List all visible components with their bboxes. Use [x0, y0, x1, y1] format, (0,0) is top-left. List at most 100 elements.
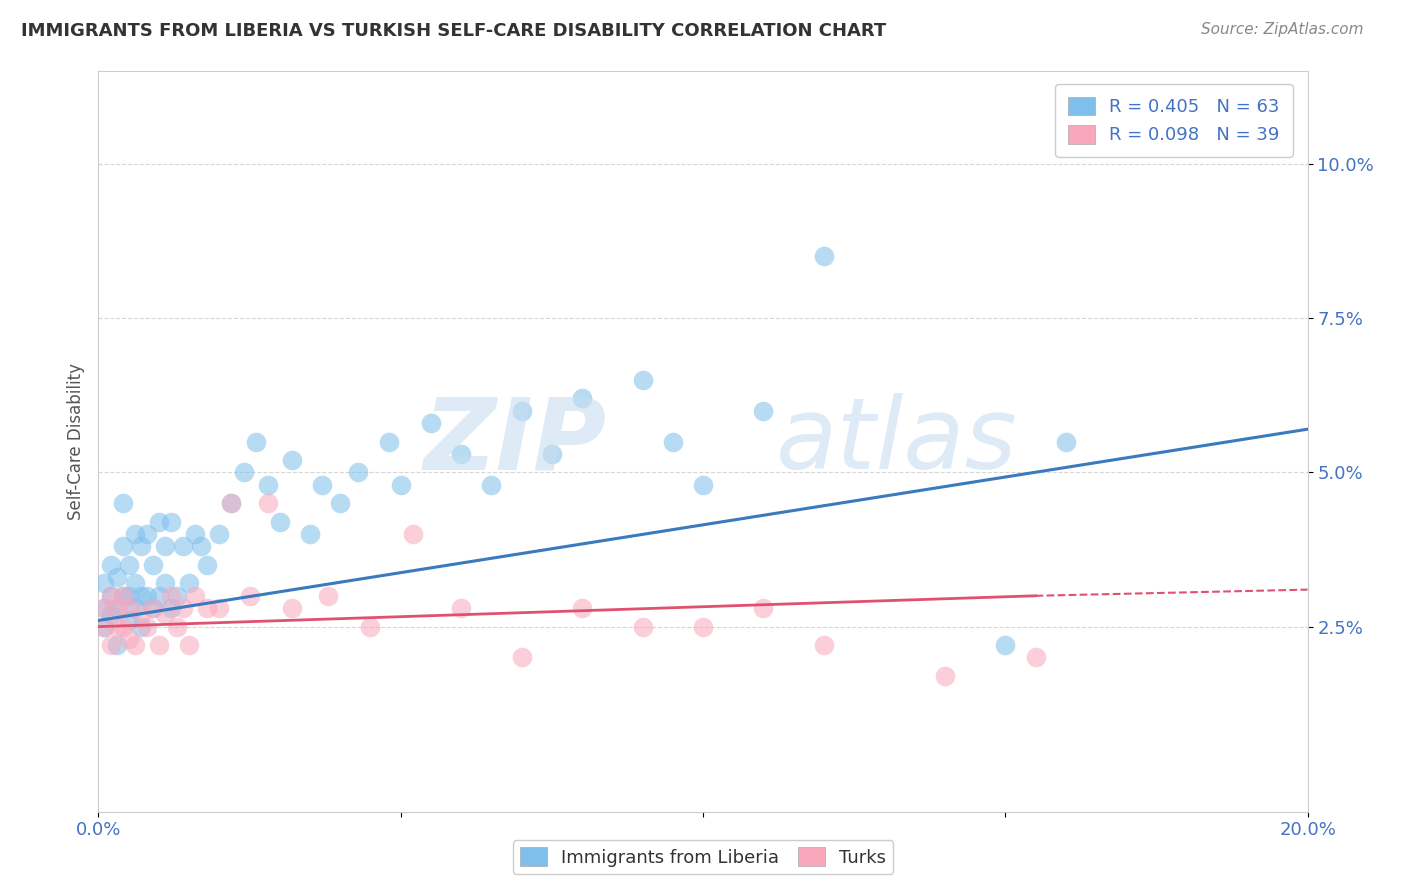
Point — [481, 477, 503, 491]
Text: Source: ZipAtlas.com: Source: ZipAtlas.com — [1201, 22, 1364, 37]
Point — [281, 601, 304, 615]
Point — [934, 669, 956, 683]
Point — [311, 477, 333, 491]
Text: ZIP: ZIP — [423, 393, 606, 490]
Point — [208, 527, 231, 541]
Point — [153, 576, 176, 591]
Point — [118, 601, 141, 615]
Point — [124, 527, 146, 541]
Point — [160, 601, 183, 615]
Point — [142, 601, 165, 615]
Point — [256, 496, 278, 510]
Point — [93, 619, 115, 633]
Point — [316, 589, 339, 603]
Point — [105, 570, 128, 584]
Point — [540, 447, 562, 461]
Point — [360, 619, 382, 633]
Point — [129, 540, 152, 554]
Point — [100, 607, 122, 622]
Point — [100, 558, 122, 572]
Point — [153, 540, 176, 554]
Point — [661, 434, 683, 449]
Point — [166, 619, 188, 633]
Point — [148, 638, 170, 652]
Point — [377, 434, 399, 449]
Point — [160, 515, 183, 529]
Point — [195, 558, 218, 572]
Point — [281, 453, 304, 467]
Point — [105, 601, 128, 615]
Point — [179, 576, 201, 591]
Point — [100, 589, 122, 603]
Point — [450, 447, 472, 461]
Point — [256, 477, 278, 491]
Point — [179, 638, 201, 652]
Point — [111, 589, 134, 603]
Point — [692, 477, 714, 491]
Point — [160, 589, 183, 603]
Text: IMMIGRANTS FROM LIBERIA VS TURKISH SELF-CARE DISABILITY CORRELATION CHART: IMMIGRANTS FROM LIBERIA VS TURKISH SELF-… — [21, 22, 886, 40]
Point — [347, 466, 370, 480]
Point — [100, 589, 122, 603]
Point — [153, 607, 176, 622]
Point — [184, 589, 207, 603]
Point — [118, 614, 141, 628]
Point — [239, 589, 262, 603]
Point — [195, 601, 218, 615]
Point — [93, 576, 115, 591]
Point — [402, 527, 425, 541]
Point — [994, 638, 1017, 652]
Point — [510, 403, 533, 417]
Point — [245, 434, 267, 449]
Point — [148, 589, 170, 603]
Legend: Immigrants from Liberia, Turks: Immigrants from Liberia, Turks — [513, 840, 893, 874]
Point — [571, 601, 593, 615]
Point — [111, 496, 134, 510]
Point — [692, 619, 714, 633]
Point — [118, 632, 141, 646]
Point — [124, 601, 146, 615]
Point — [221, 496, 243, 510]
Point — [813, 638, 835, 652]
Point — [105, 601, 128, 615]
Point — [450, 601, 472, 615]
Point — [329, 496, 352, 510]
Point — [93, 601, 115, 615]
Point — [299, 527, 322, 541]
Text: atlas: atlas — [776, 393, 1017, 490]
Point — [510, 650, 533, 665]
Point — [135, 527, 157, 541]
Point — [631, 373, 654, 387]
Point — [124, 576, 146, 591]
Point — [571, 392, 593, 406]
Point — [111, 540, 134, 554]
Point — [118, 558, 141, 572]
Point — [142, 558, 165, 572]
Point — [208, 601, 231, 615]
Point — [135, 619, 157, 633]
Point — [124, 638, 146, 652]
Point — [184, 527, 207, 541]
Point — [752, 403, 775, 417]
Point — [111, 589, 134, 603]
Point — [1024, 650, 1046, 665]
Point — [752, 601, 775, 615]
Point — [111, 619, 134, 633]
Point — [166, 589, 188, 603]
Point — [232, 466, 254, 480]
Point — [93, 619, 115, 633]
Legend: R = 0.405   N = 63, R = 0.098   N = 39: R = 0.405 N = 63, R = 0.098 N = 39 — [1056, 84, 1292, 157]
Point — [172, 540, 194, 554]
Point — [105, 638, 128, 652]
Point — [389, 477, 412, 491]
Point — [118, 589, 141, 603]
Point — [129, 607, 152, 622]
Point — [142, 601, 165, 615]
Point — [631, 619, 654, 633]
Point — [93, 601, 115, 615]
Point — [269, 515, 291, 529]
Point — [129, 619, 152, 633]
Point — [105, 619, 128, 633]
Point — [129, 589, 152, 603]
Point — [135, 589, 157, 603]
